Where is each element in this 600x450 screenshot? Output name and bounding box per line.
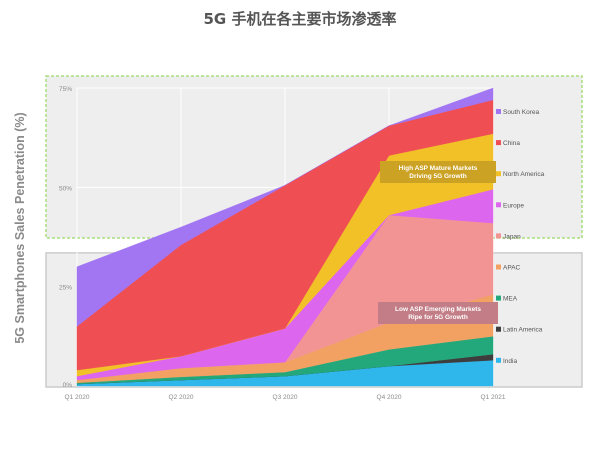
legend-item-india: India bbox=[496, 357, 517, 365]
legend-item-north-america: North America bbox=[496, 171, 545, 178]
y-tick-label: 50% bbox=[59, 185, 72, 192]
callout-text-line: Ripe for 5G Growth bbox=[408, 314, 468, 321]
legend-swatch bbox=[496, 357, 501, 363]
callout-box bbox=[380, 161, 496, 183]
legend-item-apac: APAC bbox=[496, 264, 521, 272]
chart-title: 5G 手机在各主要市场渗透率 bbox=[203, 10, 397, 28]
legend-label: Latin America bbox=[503, 327, 543, 334]
legend-swatch bbox=[496, 233, 501, 239]
legend-label: North America bbox=[503, 171, 545, 178]
legend-label: MEA bbox=[503, 296, 518, 303]
legend-swatch bbox=[496, 295, 501, 301]
legend-label: China bbox=[503, 140, 520, 147]
area-series-south-korea bbox=[76, 87, 494, 327]
legend-item-mea: MEA bbox=[496, 295, 518, 303]
legend-swatch bbox=[496, 202, 501, 208]
callout-text-line: High ASP Mature Markets bbox=[399, 165, 478, 172]
x-tick-label: Q1 2020 bbox=[65, 394, 90, 401]
legend-swatch bbox=[496, 109, 501, 114]
callout-text-line: Driving 5G Growth bbox=[409, 173, 466, 180]
legend-swatch bbox=[496, 264, 501, 270]
legend-label: South Korea bbox=[503, 109, 540, 116]
callout-box bbox=[378, 302, 498, 324]
legend-item-south-korea: South Korea bbox=[496, 109, 540, 116]
legend-label: Japan bbox=[503, 233, 521, 240]
y-tick-label: 25% bbox=[59, 285, 72, 292]
y-tick-label: 75% bbox=[59, 86, 72, 93]
legend-item-latin-america: Latin America bbox=[496, 326, 543, 334]
legend-swatch bbox=[496, 140, 501, 146]
legend-swatch bbox=[496, 171, 501, 177]
legend-label: APAC bbox=[503, 265, 521, 272]
legend-item-china: China bbox=[496, 140, 520, 147]
legend-item-europe: Europe bbox=[496, 202, 524, 209]
x-tick-label: Q1 2021 bbox=[481, 394, 506, 401]
x-tick-label: Q3 2020 bbox=[273, 394, 298, 401]
legend-label: India bbox=[503, 358, 517, 365]
legend-label: Europe bbox=[503, 202, 524, 209]
x-tick-label: Q4 2020 bbox=[377, 394, 402, 401]
y-tick-label: 0% bbox=[63, 382, 73, 389]
callout-text-line: Low ASP Emerging Markets bbox=[395, 306, 481, 313]
legend-swatch bbox=[496, 326, 501, 332]
x-tick-label: Q2 2020 bbox=[169, 394, 194, 401]
legend-item-japan: Japan bbox=[496, 233, 521, 240]
